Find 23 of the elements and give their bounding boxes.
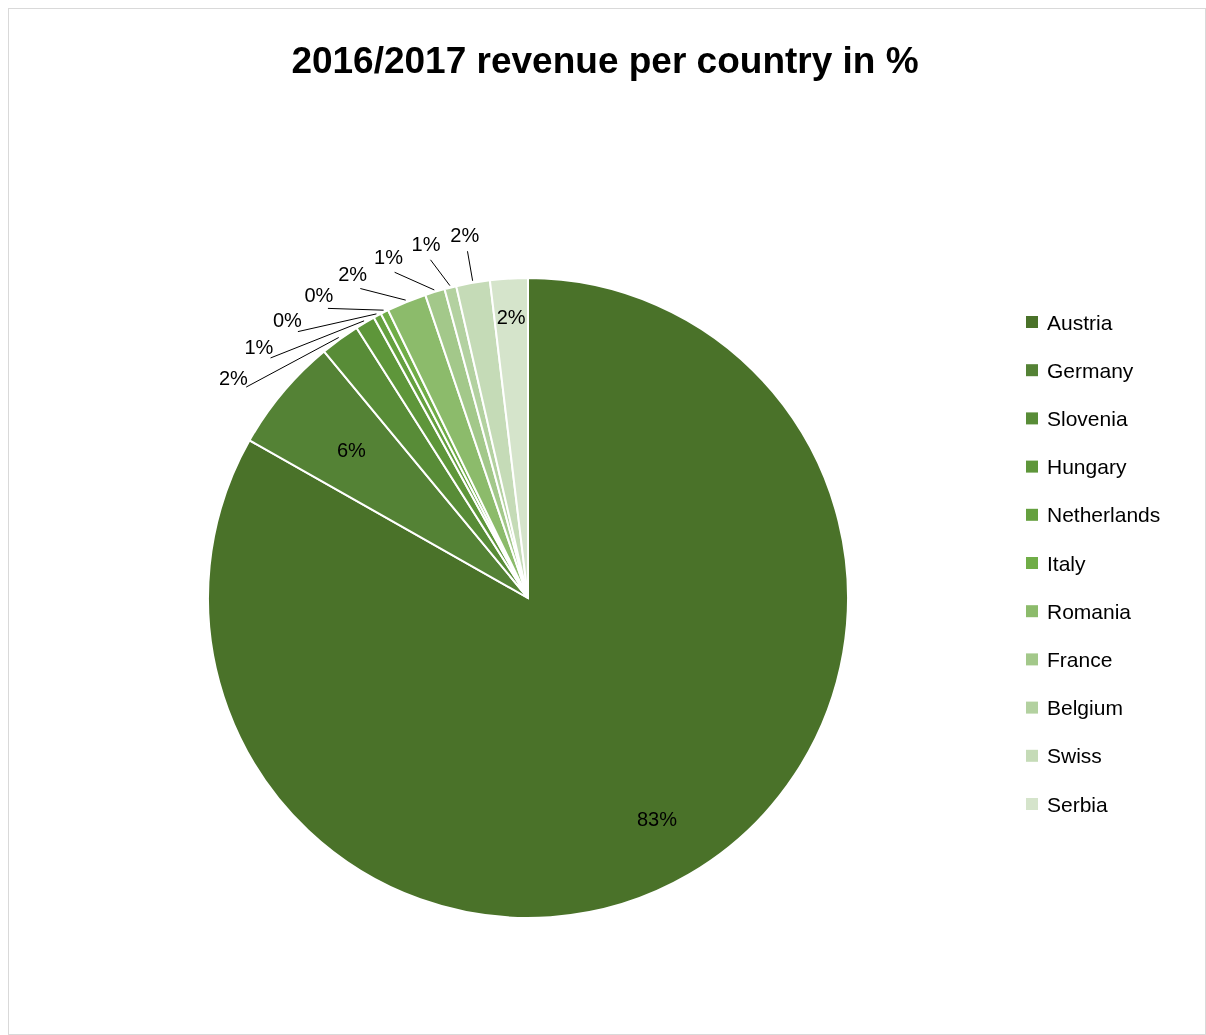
- data-label: 0%: [272, 308, 303, 331]
- legend-label: Serbia: [1047, 792, 1109, 816]
- legend-label: Germany: [1047, 358, 1134, 382]
- legend-label: Austria: [1047, 310, 1113, 334]
- data-label: 2%: [218, 366, 249, 389]
- legend-label: Swiss: [1047, 744, 1102, 768]
- legend-label: Slovenia: [1047, 406, 1128, 430]
- chart-title: 2016/2017 revenue per country in %: [291, 39, 919, 81]
- data-label: 2%: [496, 305, 526, 328]
- data-label: 83%: [636, 808, 678, 831]
- data-label: 1%: [411, 233, 441, 256]
- data-label: 6%: [336, 439, 367, 462]
- data-label: 1%: [374, 246, 404, 269]
- legend-label: Belgium: [1047, 696, 1123, 720]
- legend-label: Romania: [1047, 599, 1132, 623]
- data-label: 1%: [244, 336, 274, 359]
- legend-label: Netherlands: [1047, 503, 1161, 527]
- legend-label: France: [1047, 647, 1113, 671]
- legend-label: Hungary: [1047, 455, 1127, 479]
- data-label: 2%: [450, 224, 480, 247]
- data-label: 2%: [338, 263, 368, 286]
- data-label: 0%: [304, 284, 334, 307]
- legend-label: Italy: [1047, 551, 1087, 575]
